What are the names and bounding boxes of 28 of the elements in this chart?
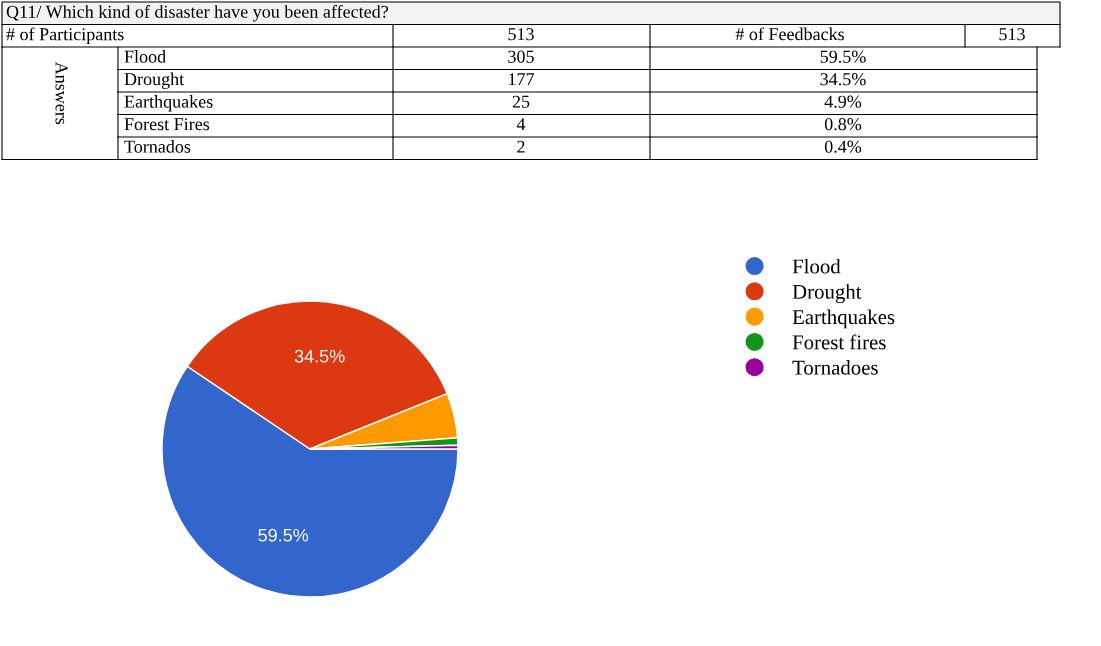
legend-label: Drought <box>792 284 862 304</box>
data-label: 0.4% <box>824 140 862 153</box>
text: 177 <box>509 73 535 86</box>
text: # of Participants <box>6 27 124 45</box>
text: 305 <box>508 50 534 63</box>
data-label: 59.5% <box>820 50 866 63</box>
data-label: 34.5% <box>820 73 866 86</box>
text: 4 <box>516 118 526 131</box>
legend-label: Earthquakes <box>792 309 895 329</box>
category-label: Flood <box>124 50 166 63</box>
category-label: Tornados <box>124 140 191 153</box>
text: 513 <box>999 28 1025 41</box>
legend-label: Forest fires <box>792 334 886 350</box>
text: 25 <box>512 95 530 108</box>
data-label: 34.5% <box>294 349 345 363</box>
data-label: 4.9% <box>824 95 862 108</box>
category-label: Earthquakes <box>124 95 213 112</box>
text: Q11/ Which kind of disaster have you been affected? <box>6 4 388 22</box>
text: 513 <box>508 28 534 41</box>
data-label: 59.5% <box>258 528 309 542</box>
text: 2 <box>517 140 525 153</box>
category-label: Drought <box>124 72 185 89</box>
category-label: Forest Fires <box>124 118 210 131</box>
legend-label: Flood <box>792 258 841 274</box>
legend-label: Tornadoes <box>792 360 878 375</box>
text: Answers <box>55 61 68 125</box>
data-label: 0.8% <box>824 118 862 131</box>
text: # of Feedbacks <box>735 27 844 41</box>
